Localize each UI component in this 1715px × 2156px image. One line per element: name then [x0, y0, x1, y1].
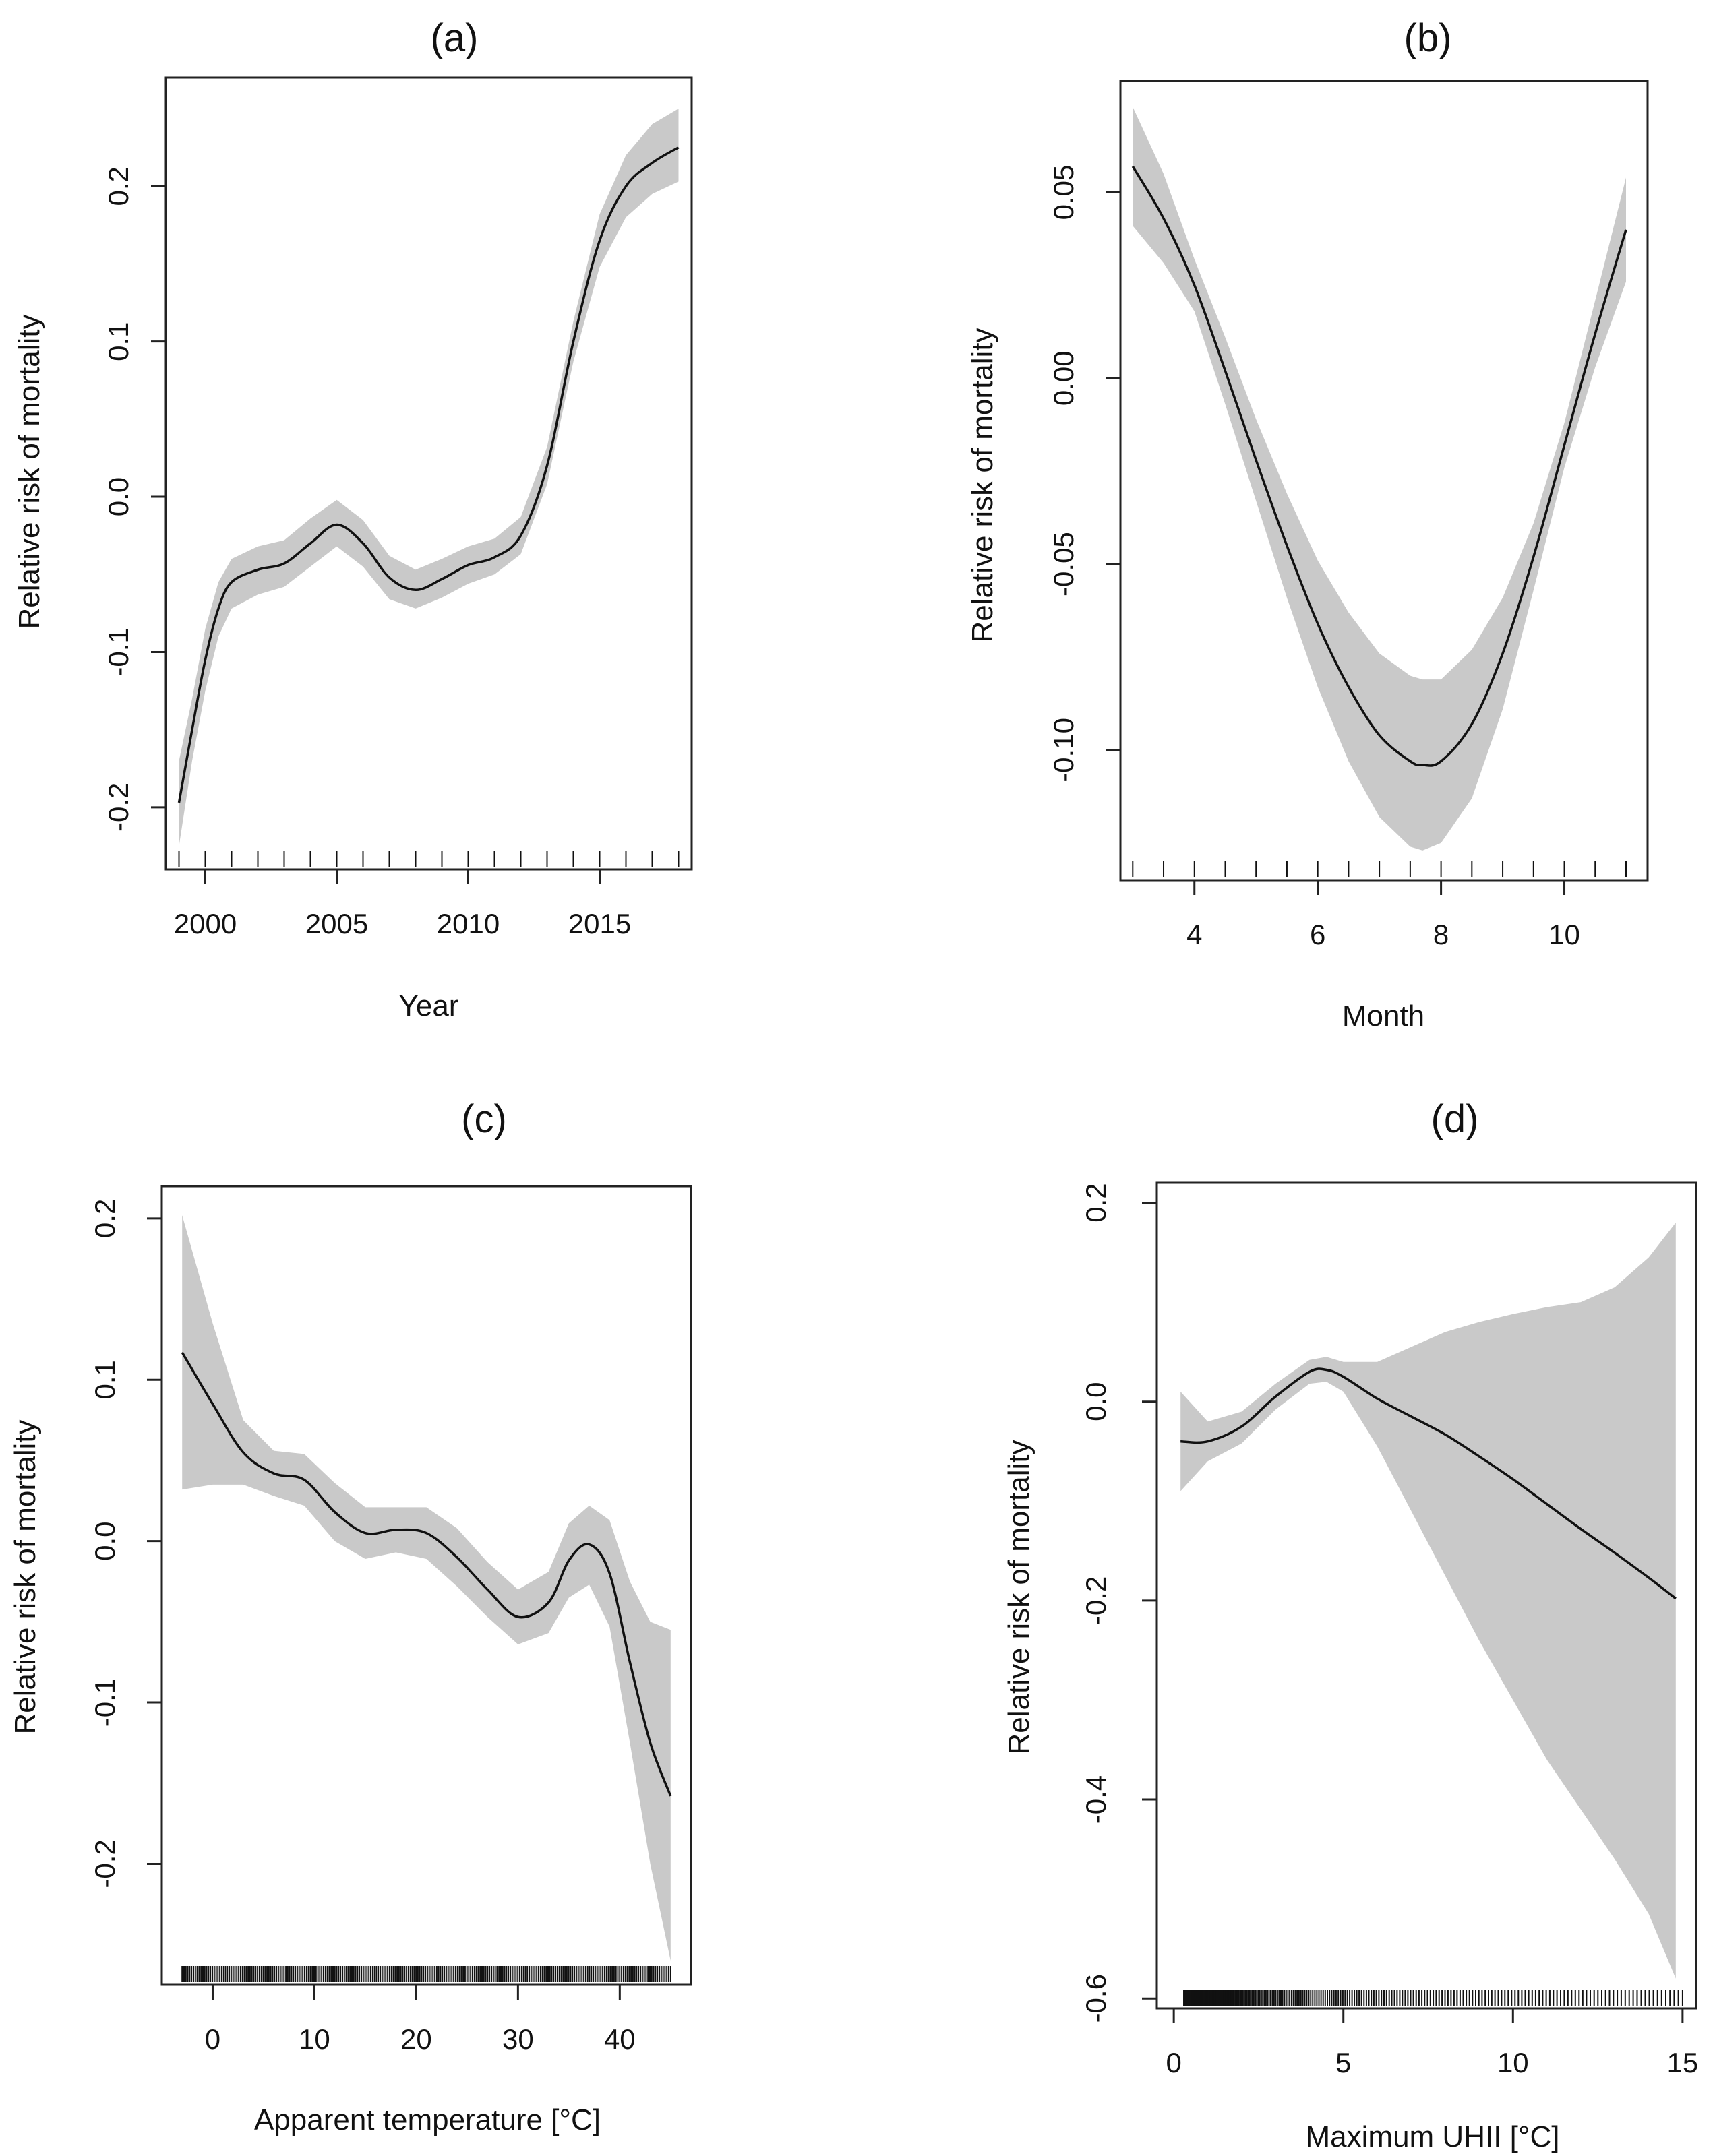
- panel-c-title: (c): [461, 1097, 507, 1141]
- panel-d-x-label: Maximum UHII [°C]: [1306, 2120, 1560, 2153]
- panel-b-y-label: Relative risk of mortality: [966, 328, 999, 642]
- panel-b-frame: [1119, 80, 1649, 882]
- panel-a-x-tick-label: 2010: [437, 908, 500, 940]
- panel-a-x-tick-label: 2000: [174, 908, 237, 940]
- panel-d-x-tick-label: 0: [1166, 2047, 1181, 2078]
- panel-b-x-tick-label: 6: [1310, 919, 1325, 950]
- panel-c: (c) Apparent temperature [°C] Relative r…: [9, 1097, 692, 2136]
- panel-d-y-tick-label: 0.2: [1080, 1183, 1112, 1222]
- panel-d-y-tick-label: -0.4: [1080, 1775, 1112, 1824]
- panel-c-frame: [160, 1185, 692, 1986]
- panel-b-estimate-line: [1131, 166, 1627, 767]
- panel-a-y-tick-label: -0.1: [102, 627, 134, 676]
- panel-a: (a) Year Relative risk of mortality 2000…: [13, 16, 693, 1022]
- panel-a-y-tick-label: 0.2: [102, 166, 134, 206]
- panel-a-title: (a): [431, 16, 479, 60]
- panel-b-title: (b): [1404, 16, 1452, 60]
- panel-a-x-tick-label: 2015: [568, 908, 631, 940]
- panel-a-estimate-line: [177, 146, 680, 803]
- panel-b-y-tick-label: -0.10: [1048, 718, 1079, 782]
- panel-d-title: (d): [1431, 1097, 1479, 1141]
- panel-d-estimate-line: [1180, 1367, 1677, 1600]
- panel-d-confidence-band: [1180, 1223, 1676, 1979]
- panel-d-x-tick-label: 10: [1497, 2047, 1529, 2078]
- panel-c-x-label: Apparent temperature [°C]: [254, 2103, 601, 2136]
- panel-c-y-tick-label: 0.2: [89, 1199, 121, 1238]
- panel-a-y-tick-label: -0.2: [102, 783, 134, 832]
- panel-c-y-tick-label: 0.0: [89, 1521, 121, 1560]
- panel-a-x-label: Year: [399, 989, 459, 1022]
- panel-b-y-tick-label: 0.05: [1048, 165, 1079, 220]
- panel-d-x-tick-label: 5: [1335, 2047, 1351, 2078]
- panel-c-estimate-line: [181, 1351, 672, 1797]
- panel-b-confidence-band: [1133, 106, 1626, 851]
- panel-c-x-tick-label: 20: [400, 2023, 432, 2055]
- panel-c-y-tick-label: 0.1: [89, 1360, 121, 1399]
- panel-c-x-tick-label: 30: [502, 2023, 534, 2055]
- panel-b-x-tick-label: 4: [1186, 919, 1202, 950]
- panel-c-y-tick-label: -0.2: [89, 1839, 121, 1888]
- panel-d-y-tick-label: -0.6: [1080, 1974, 1112, 2023]
- panel-a-x-tick-label: 2005: [305, 908, 368, 940]
- panel-d: (d) Maximum UHII [°C] Relative risk of m…: [1002, 1097, 1698, 2153]
- panel-d-y-label: Relative risk of mortality: [1002, 1440, 1035, 1754]
- panel-d-y-tick-label: 0.0: [1080, 1382, 1112, 1421]
- panel-c-y-tick-label: -0.1: [89, 1678, 121, 1727]
- panel-b-x-tick-label: 10: [1548, 919, 1580, 950]
- panel-a-frame: [164, 76, 693, 871]
- panel-b-x-label: Month: [1342, 999, 1424, 1033]
- panel-a-confidence-band: [179, 109, 679, 846]
- panel-b: (b) Month Relative risk of mortality 4 6 8…: [966, 16, 1649, 1033]
- panel-d-y-tick-label: -0.2: [1080, 1576, 1112, 1625]
- panel-a-y-tick-label: 0.1: [102, 321, 134, 361]
- panel-b-y-tick-label: -0.05: [1048, 532, 1079, 596]
- panel-a-y-label: Relative risk of mortality: [13, 314, 46, 629]
- panel-c-confidence-band: [182, 1215, 671, 1961]
- panel-d-x-tick-label: 15: [1667, 2047, 1699, 2078]
- panel-c-y-label: Relative risk of mortality: [9, 1419, 42, 1734]
- panel-c-x-tick-label: 0: [205, 2023, 220, 2055]
- panel-c-x-tick-label: 10: [299, 2023, 330, 2055]
- panel-a-y-tick-label: 0.0: [102, 477, 134, 516]
- panel-d-frame: [1155, 1181, 1697, 2010]
- panel-c-x-tick-label: 40: [604, 2023, 636, 2055]
- panel-b-y-tick-label: 0.00: [1048, 350, 1079, 406]
- panel-b-x-tick-label: 8: [1433, 919, 1449, 950]
